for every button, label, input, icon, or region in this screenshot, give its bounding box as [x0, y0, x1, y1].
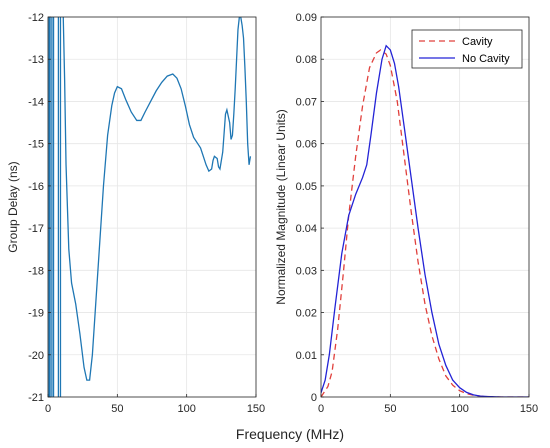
- legend-box: [411, 29, 523, 69]
- x-tick-label: 0: [45, 403, 51, 415]
- x-tick-label: 0: [318, 403, 324, 415]
- magnitude-axes-frame: [320, 16, 530, 398]
- group-delay-series-line: [62, 17, 252, 381]
- y-tick-label: 0.01: [296, 350, 317, 362]
- y-tick-label: -20: [28, 350, 44, 362]
- x-tick-label: 50: [111, 403, 123, 415]
- group-delay-axes-background: [48, 17, 256, 397]
- x-tick-label: 100: [450, 403, 468, 415]
- y-tick-label: 0.08: [296, 54, 317, 66]
- group-delay-plot: 0 50 100 150-21-20-19-18-17-16-15-14-13-12 …: [6, 12, 265, 415]
- group-delay-spikes: [48, 17, 62, 397]
- legend-cavity-label: Cavity: [462, 36, 493, 48]
- magnitude-axes-background: [321, 17, 529, 397]
- magnitude-ylabel: Normalized Magnitude (Linear Units): [274, 109, 288, 304]
- magnitude-ticks: 0 50 100 150 0 0.01 0.02 0.03 0.04 0.05 0.06 0.07 0.…: [296, 12, 539, 415]
- legend: Cavity No Cavity: [411, 29, 523, 69]
- y-tick-label: 0.09: [296, 12, 317, 24]
- y-tick-label: -16: [28, 181, 44, 193]
- y-tick-label: -17: [28, 223, 44, 235]
- x-tick-label: 100: [177, 403, 195, 415]
- y-tick-label: 0.04: [296, 223, 317, 235]
- magnitude-plot: 0 50 100 150 0 0.01 0.02 0.03 0.04 0.05 0.06 0.07 0.…: [274, 12, 538, 415]
- y-tick-label: 0.03: [296, 265, 317, 277]
- y-tick-label: -14: [28, 96, 44, 108]
- y-tick-label: -15: [28, 139, 44, 151]
- y-tick-label: -13: [28, 54, 44, 66]
- group-delay-ylabel: Group Delay (ns): [6, 161, 20, 252]
- y-tick-label: 0: [311, 392, 317, 404]
- y-tick-label: 0.02: [296, 308, 317, 320]
- shared-xlabel: Frequency (MHz): [236, 426, 344, 442]
- y-tick-label: -12: [28, 12, 44, 24]
- group-delay-axes-frame: [47, 16, 257, 398]
- y-tick-label: 0.06: [296, 139, 317, 151]
- y-tick-label: -18: [28, 265, 44, 277]
- cavity-series-line: [321, 49, 529, 397]
- y-tick-label: 0.07: [296, 96, 317, 108]
- x-tick-label: 150: [247, 403, 265, 415]
- x-tick-label: 150: [520, 403, 538, 415]
- y-tick-label: 0.05: [296, 181, 317, 193]
- x-tick-label: 50: [384, 403, 396, 415]
- y-tick-label: -19: [28, 308, 44, 320]
- legend-no-cavity-label: No Cavity: [462, 53, 510, 65]
- y-tick-label: -21: [28, 392, 44, 404]
- group-delay-ticks: 0 50 100 150 -21 -20 -19 -18 -17 -16 -15 -14 -13 -12: [28, 12, 265, 415]
- no-cavity-series-line: [321, 44, 529, 397]
